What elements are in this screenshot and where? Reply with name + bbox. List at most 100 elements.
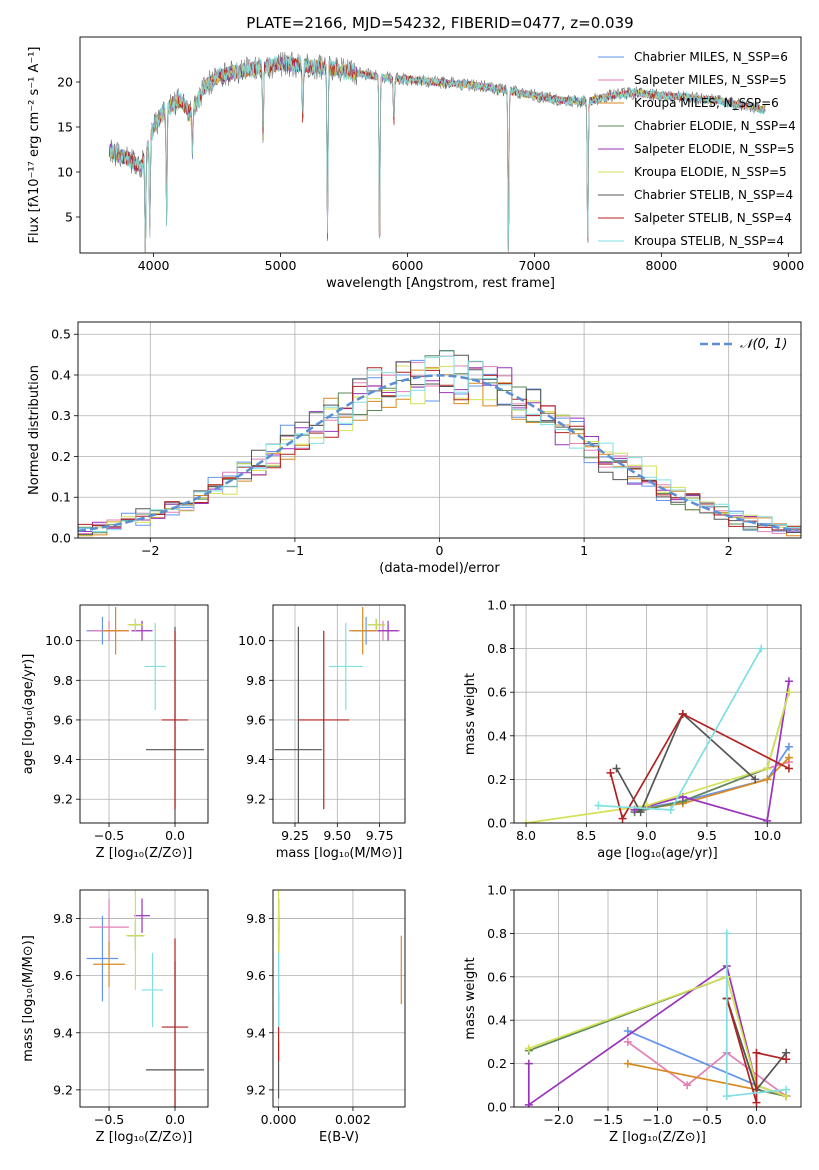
spectrum-ytick-label-3: 20 xyxy=(57,75,73,90)
weight_vs_age-xtick-label-2: 9.0 xyxy=(637,828,657,843)
residual_hist-axes: −2 −1 0 1 2 0.0 0.1 0.2 0.3 0.4 0.5 (data-model)/er… xyxy=(27,321,802,576)
mass_vs_EBV-panel: 0.000 0.002 9.2 9.4 9.6 9.8 E(B-V) xyxy=(246,889,406,1145)
mass_vs_Z-ytick-label-2: 9.6 xyxy=(53,968,73,983)
age_vs_mass-errorbar-4 xyxy=(377,620,399,641)
residual_hist-xtick-label-3: 1 xyxy=(580,543,588,558)
spectrum-line-kroupa-stelib xyxy=(108,53,766,253)
age_vs_mass-ytick-label-4: 10.0 xyxy=(238,633,266,648)
weight_vs_Z-ytick-label-2: 0.4 xyxy=(487,1013,507,1028)
mass_vs_Z-errorbar-4 xyxy=(134,898,150,933)
weight_vs_Z-marker-1-1 xyxy=(683,1081,692,1090)
spectrum-legend-label-8: Kroupa STELIB, N_SSP=4 xyxy=(634,234,784,248)
residual_hist-panel: −2 −1 0 1 2 0.0 0.1 0.2 0.3 0.4 0.5 (data-model)/er… xyxy=(27,321,802,576)
weight_vs_Z-ytick-label-1: 0.2 xyxy=(487,1056,507,1071)
weight_vs_age-ylabel: mass weight xyxy=(463,673,478,755)
mass_vs_Z-errorbar-2 xyxy=(93,941,125,988)
normal-curve xyxy=(78,374,799,533)
weight_vs_age-marker-5-0 xyxy=(522,819,531,823)
age_vs_mass-errorbar-2 xyxy=(349,606,377,655)
spectrum-legend-label-2: Kroupa MILES, N_SSP=6 xyxy=(634,96,779,110)
mass_vs_Z-errorbar-5 xyxy=(126,890,145,990)
spectrum-frame xyxy=(79,36,802,254)
hist-legend-label: 𝒩(0, 1) xyxy=(740,337,787,352)
age_vs_mass-ytick-label-2: 9.6 xyxy=(246,712,266,727)
age_vs_Z-plot-area xyxy=(86,606,205,823)
weight_vs_age-line-5 xyxy=(525,691,790,823)
mass_vs_Z-ytick-label-0: 9.2 xyxy=(53,1082,73,1097)
weight_vs_age-line-4 xyxy=(634,681,790,822)
residual_hist-frame xyxy=(77,321,802,539)
weight_vs_Z-marker-2-0 xyxy=(623,1059,632,1068)
spectrum-xtick-label-1: 5000 xyxy=(265,258,297,273)
age_vs_mass-errorbar-7 xyxy=(298,630,350,810)
mass_vs_EBV-xtick-label-0: 0.000 xyxy=(261,1112,297,1127)
weight_vs_Z-marker-7-2 xyxy=(752,1048,761,1057)
residual_hist-ylabel: Normed distribution xyxy=(27,365,42,495)
weight_vs_age-marker-7-3 xyxy=(784,764,793,773)
age_vs_mass-xtick-label-1: 9.50 xyxy=(323,828,351,843)
age_vs_mass-errorbar-5 xyxy=(367,618,385,631)
age_vs_Z-ytick-label-4: 10.0 xyxy=(45,633,73,648)
weight_vs_age-ytick-label-2: 0.4 xyxy=(487,728,507,743)
weight_vs_Z-line-7 xyxy=(725,998,787,1103)
age_vs_Z-errorbar-2 xyxy=(102,606,129,655)
weight_vs_Z-marker-0-0 xyxy=(623,1027,632,1036)
weight_vs_age-marker-7-0 xyxy=(606,768,615,777)
weight_vs_age-plot-area xyxy=(522,644,793,823)
age_vs_mass-xtick-label-0: 9.25 xyxy=(281,828,309,843)
mass_vs_Z-errorbar-7 xyxy=(161,938,189,1107)
spectrum-xlabel: wavelength [Angstrom, rest frame] xyxy=(326,276,555,291)
weight_vs_Z-marker-8-2 xyxy=(782,1085,791,1094)
weight_vs_Z-ytick-label-4: 0.8 xyxy=(487,926,507,941)
residual_hist-plot-area xyxy=(78,350,801,538)
weight_vs_age-marker-5-3 xyxy=(784,688,793,697)
residual_hist-xtick-label-0: −2 xyxy=(141,543,159,558)
spectrum-ytick-label-2: 15 xyxy=(57,120,73,135)
mass_vs_EBV-xlabel: E(B-V) xyxy=(319,1130,359,1145)
weight_vs_Z-marker-7-1 xyxy=(752,1098,761,1107)
weight_vs_Z-xtick-label-1: −1.5 xyxy=(593,1112,623,1127)
age_vs_Z-axes: −0.5 0.0 9.2 9.4 9.6 9.8 10.0 Z [log₁₀(Z/Z⊙)] ag… xyxy=(21,604,209,861)
weight_vs_Z-frame xyxy=(513,889,802,1108)
age_vs_Z-xtick-label-1: 0.0 xyxy=(165,828,185,843)
age_vs_Z-panel: −0.5 0.0 9.2 9.4 9.6 9.8 10.0 Z [log₁₀(Z/Z⊙)] ag… xyxy=(21,604,209,861)
spectrum-xtick-label-0: 4000 xyxy=(138,258,170,273)
weight_vs_Z-xtick-label-2: −1.0 xyxy=(642,1112,672,1127)
age_vs_mass-plot-area xyxy=(274,606,400,823)
age_vs_mass-axes: 9.25 9.50 9.75 9.2 9.4 9.6 9.8 10.0 mass [log₁₀(… xyxy=(238,604,406,861)
weight_vs_age-panel: 8.0 8.5 9.0 9.5 10.0 0.0 0.2 0.4 0.6 0.8 1.0 age [l… xyxy=(463,598,802,861)
weight_vs_Z-xtick-label-4: 0.0 xyxy=(747,1112,767,1127)
weight_vs_age-ytick-label-1: 0.2 xyxy=(487,772,507,787)
age_vs_mass-xlabel: mass [log₁₀(M/M⊙)] xyxy=(276,846,403,861)
weight_vs_age-marker-2-3 xyxy=(784,753,793,762)
weight_vs_Z-ytick-label-3: 0.6 xyxy=(487,969,507,984)
weight_vs_age-marker-6-3 xyxy=(751,775,760,784)
mass_vs_Z-errorbar-8 xyxy=(142,952,164,1028)
weight_vs_age-line-6 xyxy=(615,712,756,815)
weight_vs_Z-ytick-label-0: 0.0 xyxy=(487,1100,507,1115)
spectrum-legend-label-3: Chabrier ELODIE, N_SSP=4 xyxy=(634,119,796,133)
mass_vs_EBV-axes: 0.000 0.002 9.2 9.4 9.6 9.8 E(B-V) xyxy=(246,889,406,1145)
weight_vs_age-marker-7-2 xyxy=(678,710,687,718)
residual_hist-ytick-label-3: 0.3 xyxy=(51,408,71,423)
weight_vs_age-xtick-label-3: 9.5 xyxy=(697,828,717,843)
age_vs_Z-frame xyxy=(79,604,209,824)
residual_hist-ytick-label-1: 0.1 xyxy=(51,490,71,505)
panels: 4000 5000 6000 7000 8000 90005101520wavelengt… xyxy=(21,36,804,1145)
weight_vs_Z-plot-area xyxy=(524,929,791,1107)
weight_vs_age-marker-4-2 xyxy=(763,816,772,823)
weight_vs_age-marker-8-1 xyxy=(666,805,675,814)
spectrum-legend-label-4: Salpeter ELODIE, N_SSP=5 xyxy=(634,142,795,156)
weight_vs_age-xtick-label-1: 8.5 xyxy=(576,828,596,843)
weight_vs_age-marker-6-0 xyxy=(612,764,621,773)
weight_vs_age-xtick-label-4: 10.0 xyxy=(753,828,781,843)
mass_vs_EBV-ytick-label-2: 9.6 xyxy=(246,968,266,983)
mass_vs_Z-xtick-label-0: −0.5 xyxy=(94,1112,124,1127)
weight_vs_Z-xlabel: Z [log₁₀(Z/Z⊙)] xyxy=(609,1130,706,1145)
residual_hist-xtick-label-1: −1 xyxy=(286,543,304,558)
weight_vs_Z-ylabel: mass weight xyxy=(463,957,478,1039)
mass_vs_Z-xlabel: Z [log₁₀(Z/Z⊙)] xyxy=(96,1130,193,1145)
spectrum-legend-label-7: Salpeter STELIB, N_SSP=4 xyxy=(634,211,792,225)
age_vs_Z-xtick-label-0: −0.5 xyxy=(94,828,124,843)
spectrum-panel: 4000 5000 6000 7000 8000 9000 5 10 15 20 wavelengt… xyxy=(27,36,804,291)
